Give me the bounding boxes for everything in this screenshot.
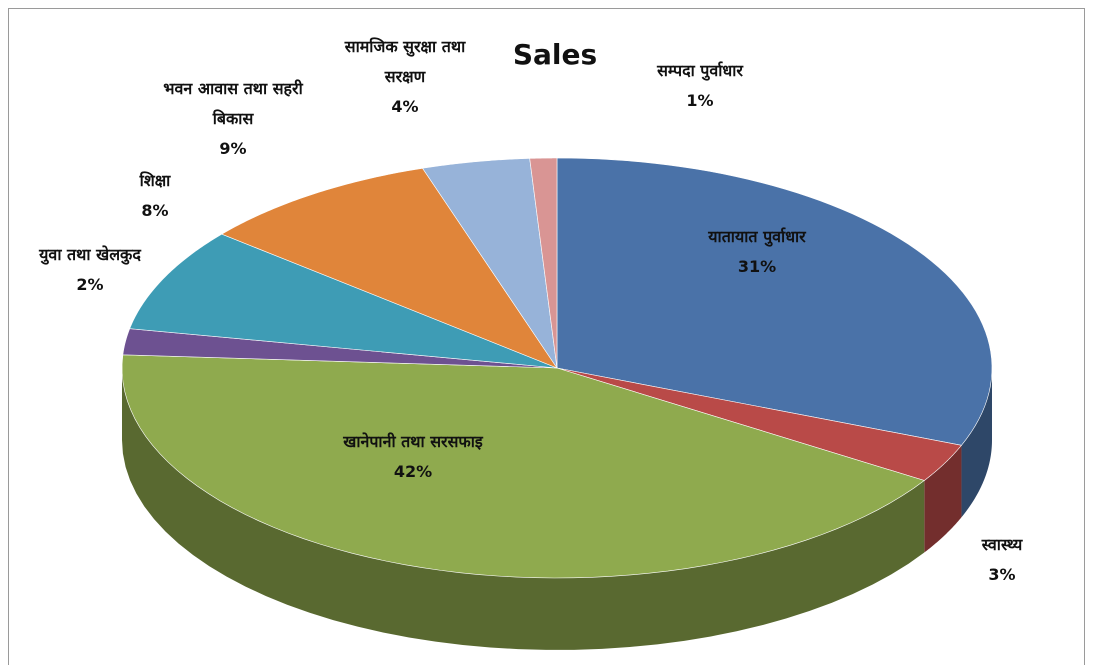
- slice: [556, 367, 963, 481]
- slice: [556, 157, 993, 446]
- category-label: खानेपानी तथा सरसफाइ: [343, 432, 483, 451]
- value-label: 31%: [737, 257, 777, 276]
- slice: [422, 158, 558, 369]
- data-label: सम्पदा पुर्वाधार 1%: [620, 56, 780, 116]
- category-label: स्वास्थ्य: [981, 535, 1023, 554]
- category-label: युवा तथा खेलकुद: [39, 245, 141, 264]
- data-label: स्वास्थ्य 3%: [922, 530, 1082, 590]
- category-label: सामजिक सुरक्षा तथा सरक्षण: [344, 37, 466, 86]
- category-label: भवन आवास तथा सहरी बिकास: [163, 79, 303, 128]
- data-label: खानेपानी तथा सरसफाइ 42%: [333, 427, 493, 487]
- value-label: 4%: [391, 97, 419, 116]
- data-label: यातायात पुर्वाधार 31%: [677, 222, 837, 282]
- slice-tops: [121, 157, 993, 579]
- category-label: शिक्षा: [139, 171, 171, 190]
- slice-side: [961, 368, 992, 518]
- data-label: भवन आवास तथा सहरी बिकास 9%: [153, 74, 313, 164]
- slice: [221, 167, 558, 369]
- category-label: यातायात पुर्वाधार: [708, 227, 806, 246]
- category-label: सम्पदा पुर्वाधार: [657, 61, 743, 80]
- slice: [129, 233, 558, 369]
- value-label: 9%: [219, 139, 247, 158]
- data-label: सामजिक सुरक्षा तथा सरक्षण 4%: [325, 32, 485, 122]
- value-label: 1%: [686, 91, 714, 110]
- data-label: शिक्षा 8%: [75, 166, 235, 226]
- chart-title: Sales: [512, 38, 598, 71]
- data-label: युवा तथा खेलकुद 2%: [10, 240, 170, 300]
- slice: [121, 354, 925, 579]
- slice-side: [122, 368, 925, 650]
- value-label: 3%: [988, 565, 1016, 584]
- value-label: 8%: [141, 201, 169, 220]
- slice: [529, 157, 558, 369]
- slice-sides: [122, 368, 992, 650]
- value-label: 42%: [393, 462, 433, 481]
- chart-frame: [8, 8, 1085, 665]
- value-label: 2%: [76, 275, 104, 294]
- slice-side: [924, 445, 962, 553]
